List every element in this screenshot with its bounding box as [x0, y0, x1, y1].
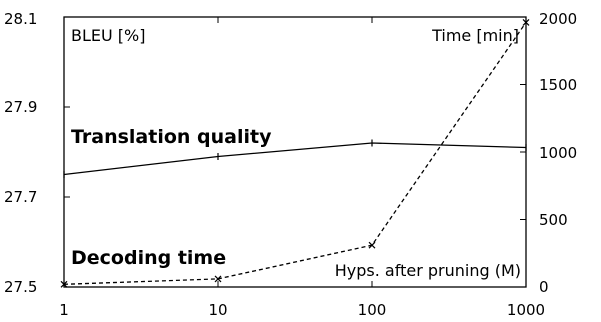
translation-quality-annotation: Translation quality — [71, 126, 272, 148]
data-point-1 — [60, 280, 68, 288]
right-y-tick-labels: 0 500 1000 1500 2000 — [539, 10, 577, 296]
axis-ticks — [63, 16, 527, 288]
left-y-tick-labels: 27.5 27.7 27.9 28.1 — [4, 10, 37, 296]
x-tick-label: 100 — [358, 301, 387, 319]
x-tick-label: 1 — [59, 301, 69, 319]
right-y-tick-label: 500 — [539, 211, 568, 229]
left-y-tick-label: 27.7 — [4, 188, 37, 206]
x-tick-labels: 1 10 100 1000 — [59, 301, 545, 319]
series-layer — [60, 18, 530, 288]
x-axis-label: Hyps. after pruning (M) — [335, 261, 521, 280]
data-point-1 — [214, 275, 222, 283]
right-y-axis-label: Time [min] — [431, 26, 519, 45]
data-point-1 — [368, 241, 376, 249]
series-line-1 — [63, 22, 527, 285]
x-tick-label: 10 — [208, 301, 227, 319]
left-y-tick-label: 28.1 — [4, 10, 37, 28]
right-y-tick-label: 1500 — [539, 76, 577, 94]
right-y-tick-label: 2000 — [539, 10, 577, 28]
right-y-tick-label: 0 — [539, 278, 549, 296]
left-y-axis-label: BLEU [%] — [71, 26, 145, 45]
series-line-0 — [63, 142, 527, 176]
left-y-tick-label: 27.9 — [4, 98, 37, 116]
right-y-tick-label: 1000 — [539, 144, 577, 162]
decoding-time-annotation: Decoding time — [71, 247, 226, 269]
left-y-tick-label: 27.5 — [4, 278, 37, 296]
data-point-1 — [522, 18, 530, 26]
x-tick-label: 1000 — [507, 301, 545, 319]
